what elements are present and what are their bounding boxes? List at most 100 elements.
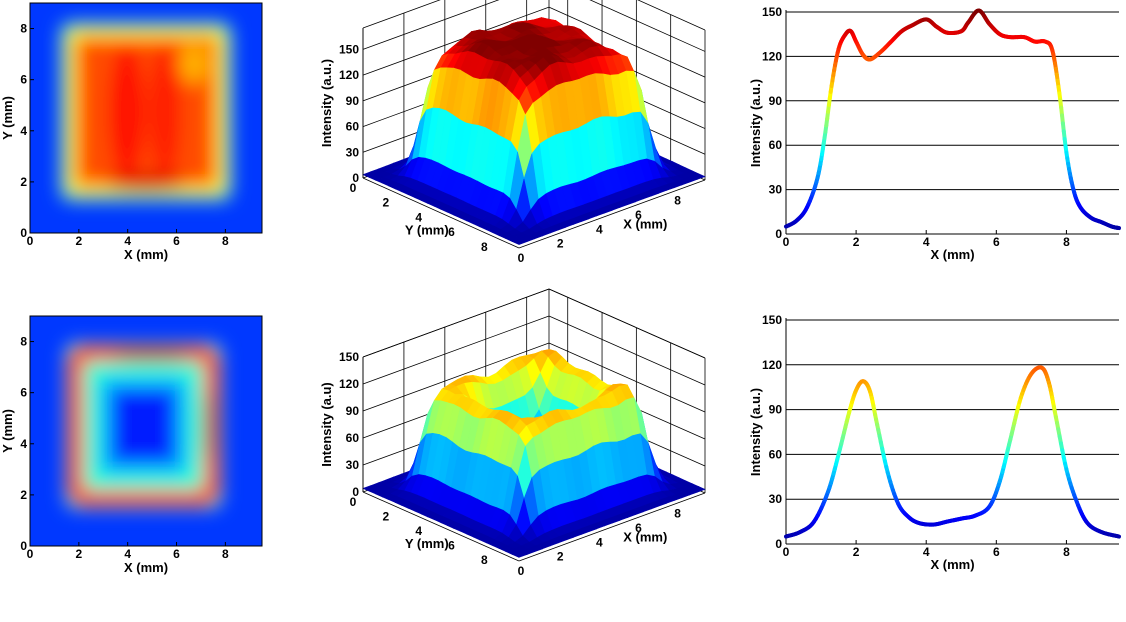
- z-tick-label: 30: [346, 458, 360, 472]
- x-tick-label: 2: [853, 545, 860, 559]
- x-tick-label: 2: [557, 237, 564, 251]
- x-tick-label: 8: [674, 507, 681, 521]
- heatmap-hotspot: [110, 348, 191, 361]
- y-tick-label: 90: [769, 403, 783, 417]
- heatmap-hotspot: [106, 174, 186, 191]
- x-axis-label: X (mm): [623, 530, 667, 545]
- z-grid-line: [548, 6, 706, 78]
- heatmap-band: [149, 41, 182, 182]
- y-tick-label: 60: [769, 138, 783, 152]
- y-tick-label: 8: [481, 553, 488, 567]
- heatmap-panel-filled-square: 0 2 4 6 8 0 2 4 6 8 X (mm) Y (mm): [0, 2, 263, 262]
- y-axis-label: Y (mm): [405, 536, 449, 551]
- x-tick-label: 6: [993, 545, 1000, 559]
- heatmap-plateau: [76, 38, 216, 185]
- y-tick-label: 4: [415, 210, 422, 224]
- x-axis-label: X (mm): [124, 560, 168, 575]
- z-grid-line: [548, 288, 706, 359]
- profile-series: [784, 8, 1121, 231]
- axis-box-edge: [637, 0, 706, 31]
- y-tick-label: 6: [20, 73, 27, 87]
- heatmap-intensity-field: [65, 343, 222, 509]
- z-tick-label: 150: [339, 350, 359, 364]
- heatmap-frame: [29, 2, 263, 234]
- y-tick-label: 30: [769, 183, 783, 197]
- x-tick-label: 2: [557, 550, 564, 564]
- z-tick-label: 150: [339, 42, 359, 56]
- x-tick-label: 6: [635, 208, 642, 222]
- y-tick-label: 0: [20, 539, 27, 553]
- x-tick-label: 4: [596, 535, 603, 549]
- z-axis-label: Intensity (a.u.): [319, 59, 334, 147]
- heatmap-hollow-center: [111, 389, 176, 463]
- y-tick-label: 0: [775, 227, 782, 241]
- y-tick-label: 0: [20, 226, 27, 240]
- x-tick-label: 0: [783, 235, 790, 249]
- x-axis-label: X (mm): [623, 217, 667, 232]
- x-tick-label: 2: [75, 547, 82, 561]
- y-axis-label: Y (mm): [0, 409, 15, 453]
- y-tick-label: 4: [415, 524, 422, 538]
- x-tick-label: 8: [1063, 545, 1070, 559]
- y-axis-label: Intensity (a.u.): [748, 388, 763, 476]
- y-tick-label: 60: [769, 447, 783, 461]
- heatmap-band: [108, 41, 145, 182]
- y-tick-label: 150: [762, 313, 782, 327]
- surface-mesh: [362, 17, 706, 245]
- profile-series: [784, 365, 1121, 539]
- profile-panel: 0 30 60 90 120 150 0 2 4 6 8 X (mm) Intensity (a.u.): [748, 5, 1121, 262]
- surface-mesh: [362, 348, 706, 558]
- x-tick-label: 0: [27, 547, 34, 561]
- z-grid-line: [589, 0, 706, 52]
- x-tick-label: 0: [27, 234, 34, 248]
- z-tick-label: 0: [352, 485, 359, 499]
- x-tick-label: 4: [923, 235, 930, 249]
- heatmap-hotspot: [203, 390, 216, 461]
- z-tick-label: 120: [339, 68, 359, 82]
- z-grid-line: [362, 288, 550, 358]
- y-tick-label: 0: [350, 181, 357, 195]
- x-axis-line: [518, 179, 706, 249]
- y-axis-label: Intensity (a.u.): [748, 79, 763, 167]
- y-tick-label: 8: [20, 335, 27, 349]
- z-tick-label: 60: [346, 120, 360, 134]
- x-tick-label: 0: [518, 564, 525, 578]
- y-tick-label: 0: [775, 537, 782, 551]
- surface-facet: [511, 238, 528, 245]
- x-tick-label: 8: [222, 547, 229, 561]
- y-tick-label: 4: [20, 437, 27, 451]
- x-tick-label: 2: [853, 235, 860, 249]
- y-tick-label: 2: [20, 488, 27, 502]
- x-axis-label: X (mm): [930, 247, 974, 262]
- y-tick-label: 6: [20, 386, 27, 400]
- x-tick-label: 6: [993, 235, 1000, 249]
- z-tick-label: 90: [346, 94, 360, 108]
- surface-facet: [511, 551, 528, 558]
- y-axis-label: Y (mm): [405, 223, 449, 238]
- x-tick-label: 8: [222, 234, 229, 248]
- profile-panel: 0 30 60 90 120 150 0 2 4 6 8 X (mm) Intensity (a.u.): [748, 313, 1121, 572]
- heatmap-frame: [29, 315, 263, 547]
- x-axis-label: X (mm): [124, 247, 168, 262]
- x-tick-label: 0: [783, 545, 790, 559]
- y-tick-label: 8: [481, 240, 488, 254]
- x-tick-label: 8: [674, 194, 681, 208]
- x-tick-label: 4: [124, 234, 131, 248]
- x-tick-label: 4: [124, 547, 131, 561]
- y-axis-line: [362, 491, 520, 562]
- x-axis-label: X (mm): [930, 557, 974, 572]
- z-grid-line: [548, 315, 706, 386]
- surface-panel-hollow-ring: 0 30 60 90 120 150 0 2 4 6 8 0 2 4 6 8 Intensity (a.u) Y …: [319, 288, 706, 578]
- y-tick-label: 0: [350, 495, 357, 509]
- z-tick-label: 0: [352, 171, 359, 185]
- y-tick-label: 4: [20, 124, 27, 138]
- z-tick-label: 90: [346, 404, 360, 418]
- z-tick-label: 120: [339, 377, 359, 391]
- x-tick-label: 6: [635, 521, 642, 535]
- z-grid-line: [362, 6, 550, 76]
- y-tick-label: 120: [762, 358, 782, 372]
- x-tick-label: 6: [173, 547, 180, 561]
- heatmap-panel-hollow-ring: 0 2 4 6 8 0 2 4 6 8 X (mm) Y (mm): [0, 315, 263, 575]
- y-tick-label: 2: [20, 175, 27, 189]
